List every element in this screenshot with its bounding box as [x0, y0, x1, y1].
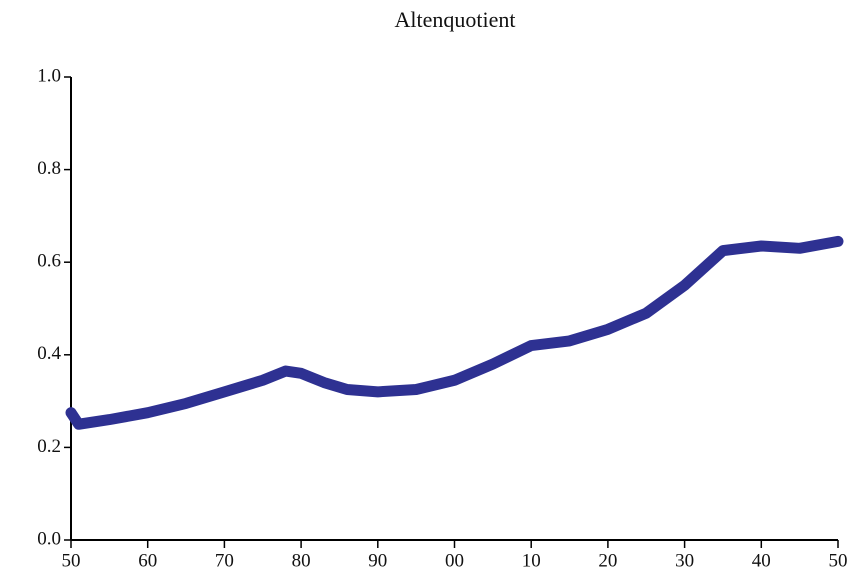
y-tick-label: 0.0: [37, 528, 61, 549]
x-tick-label: 40: [752, 550, 771, 571]
x-tick-label: 90: [368, 550, 387, 571]
x-tick-label: 10: [522, 550, 541, 571]
y-tick-label: 1.0: [37, 65, 61, 86]
y-tick-label: 0.8: [37, 158, 61, 179]
x-tick-label: 80: [292, 550, 311, 571]
chart-title: Altenquotient: [395, 7, 516, 32]
x-tick-label: 50: [62, 550, 81, 571]
y-tick-label: 0.2: [37, 436, 61, 457]
x-tick-label: 30: [675, 550, 694, 571]
x-tick-label: 20: [598, 550, 617, 571]
x-tick-label: 50: [829, 550, 848, 571]
y-tick-label: 0.6: [37, 251, 61, 272]
x-tick-label: 70: [215, 550, 234, 571]
x-tick-label: 60: [138, 550, 157, 571]
data-line: [65, 235, 844, 430]
x-tick-label: 00: [445, 550, 464, 571]
y-tick-label: 0.4: [37, 343, 61, 364]
